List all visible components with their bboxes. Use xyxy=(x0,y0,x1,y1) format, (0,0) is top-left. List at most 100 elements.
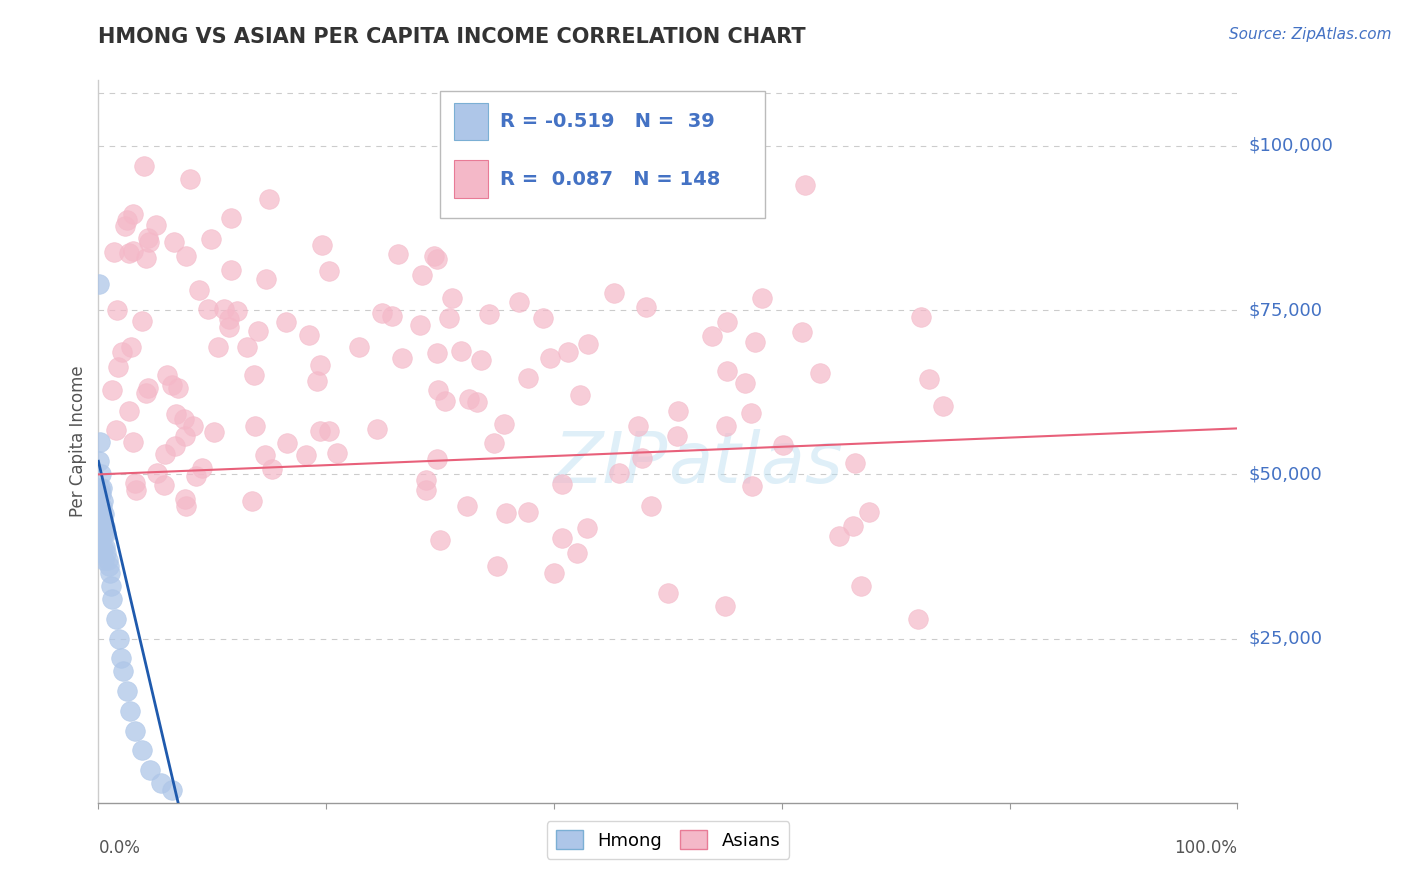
Point xyxy=(91,540,114,554)
Text: ZIP: ZIP xyxy=(554,429,668,498)
Point xyxy=(160,378,183,392)
Point xyxy=(932,399,955,413)
Point xyxy=(115,684,138,698)
Legend: Hmong, Asians: Hmong, Asians xyxy=(547,822,789,859)
Point xyxy=(276,435,298,450)
Point xyxy=(173,429,195,443)
Point xyxy=(298,327,321,342)
Point xyxy=(93,507,115,521)
Point xyxy=(918,372,941,386)
Point xyxy=(135,386,157,401)
Point xyxy=(176,249,198,263)
Point xyxy=(89,277,111,291)
Point xyxy=(565,546,588,560)
Point xyxy=(295,448,318,462)
Point xyxy=(910,310,932,325)
Point xyxy=(751,291,773,305)
Point xyxy=(714,599,737,613)
Point xyxy=(415,483,437,498)
Point xyxy=(153,447,176,461)
Point xyxy=(426,345,449,359)
Point xyxy=(136,380,159,394)
Point xyxy=(96,526,118,541)
Point xyxy=(145,218,167,232)
Point xyxy=(221,263,243,277)
Point xyxy=(138,763,160,777)
Point xyxy=(626,418,648,433)
Point xyxy=(409,318,432,332)
Point xyxy=(181,418,204,433)
Point xyxy=(716,315,738,329)
Point xyxy=(486,559,509,574)
Point xyxy=(107,359,129,374)
Point xyxy=(254,271,277,285)
Point xyxy=(311,237,333,252)
Text: 0.0%: 0.0% xyxy=(98,838,141,857)
Point xyxy=(607,466,630,480)
Point xyxy=(120,704,142,718)
Point xyxy=(91,493,114,508)
Point xyxy=(842,519,865,533)
Point xyxy=(411,268,433,282)
Point xyxy=(118,403,141,417)
Point xyxy=(174,499,197,513)
Point xyxy=(714,185,737,199)
Point xyxy=(125,483,148,498)
Point xyxy=(470,352,492,367)
Text: R = -0.519   N =  39: R = -0.519 N = 39 xyxy=(501,112,716,131)
Point xyxy=(167,381,190,395)
Point xyxy=(772,438,794,452)
Point xyxy=(318,424,340,438)
Point xyxy=(207,340,229,354)
Point xyxy=(104,423,127,437)
Point xyxy=(187,283,209,297)
Point xyxy=(551,531,574,545)
Text: R =  0.087   N = 148: R = 0.087 N = 148 xyxy=(501,169,721,189)
Point xyxy=(132,159,155,173)
Point xyxy=(94,540,117,554)
Point xyxy=(828,529,851,543)
Point xyxy=(634,301,657,315)
Point xyxy=(700,329,723,343)
Point xyxy=(131,314,153,328)
Point xyxy=(309,424,332,438)
Point xyxy=(90,513,112,527)
FancyBboxPatch shape xyxy=(454,103,488,140)
Point xyxy=(793,178,815,193)
Point xyxy=(218,312,240,326)
Point xyxy=(907,612,929,626)
Text: 100.0%: 100.0% xyxy=(1174,838,1237,857)
Point xyxy=(744,335,766,350)
Point xyxy=(259,192,281,206)
Point xyxy=(110,651,132,665)
Point xyxy=(98,566,121,580)
Text: atlas: atlas xyxy=(668,429,842,498)
Point xyxy=(450,344,472,359)
Point xyxy=(426,451,449,466)
Point xyxy=(89,434,111,449)
Point xyxy=(190,460,212,475)
Point xyxy=(478,307,501,321)
Point xyxy=(100,579,122,593)
Point xyxy=(456,499,478,513)
Point xyxy=(254,448,277,462)
Point xyxy=(568,388,591,402)
Point xyxy=(200,232,222,246)
Point xyxy=(173,412,195,426)
Point xyxy=(844,456,866,470)
Point xyxy=(423,250,446,264)
Point xyxy=(260,462,283,476)
Point xyxy=(415,473,437,487)
Point xyxy=(150,776,173,790)
Point xyxy=(124,475,146,490)
Point xyxy=(94,520,117,534)
Point xyxy=(135,251,157,265)
Point xyxy=(90,546,112,560)
Point xyxy=(163,235,186,249)
Point xyxy=(138,235,160,249)
Point xyxy=(458,392,481,407)
Point xyxy=(145,467,167,481)
Point xyxy=(740,406,762,420)
Point xyxy=(538,351,561,365)
Point xyxy=(305,374,328,388)
